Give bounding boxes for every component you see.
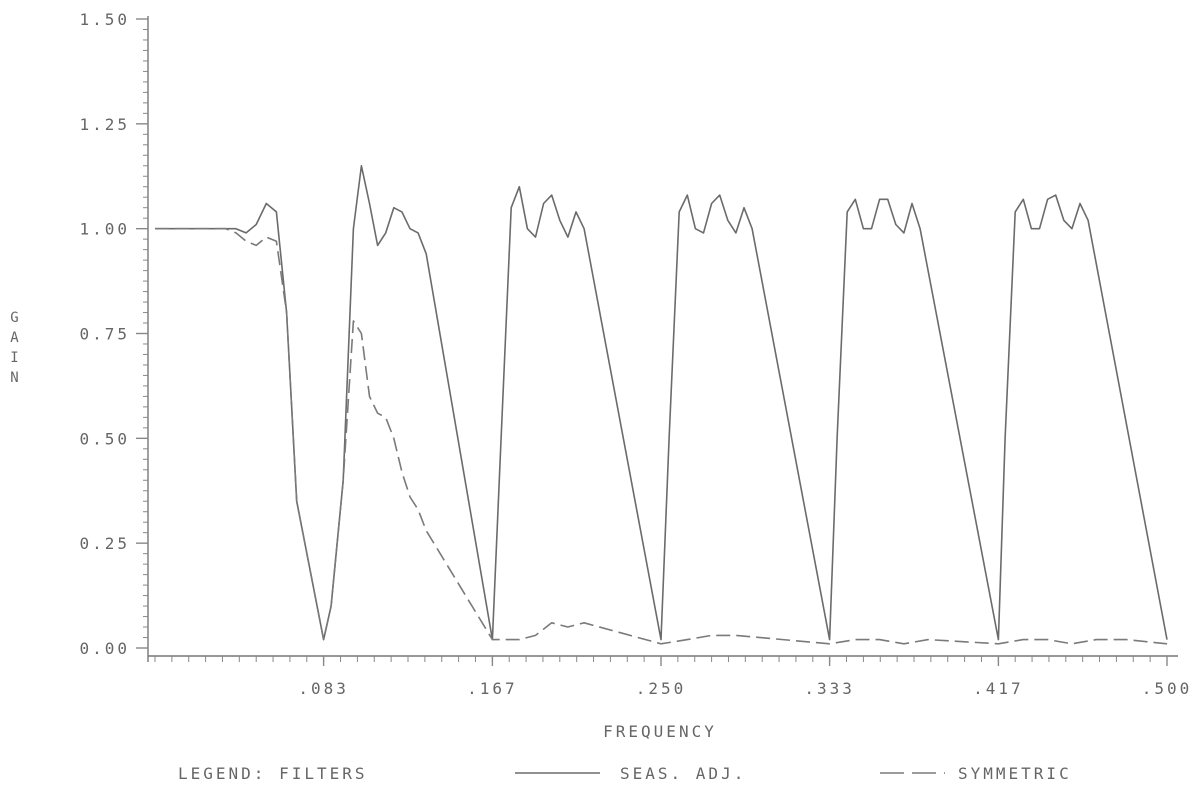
legend-entry: SYMMETRIC [958,764,1072,783]
x-tick-label: .417 [973,679,1024,698]
y-tick-label: 1.00 [79,220,130,239]
legend-title: LEGEND: FILTERS [178,764,368,783]
x-tick-label: .083 [298,679,349,698]
y-tick-label: 1.25 [79,115,130,134]
y-tick-label: 0.75 [79,325,130,344]
y-tick-label: 0.50 [79,429,130,448]
legend: LEGEND: FILTERS SEAS. ADJ. SYMMETRIC [178,764,1072,783]
x-tick-label: .333 [804,679,855,698]
y-tick-label: 0.00 [79,639,130,658]
x-tick-label: .500 [1142,679,1193,698]
x-tick-label: .167 [467,679,518,698]
x-axis-title: FREQUENCY [603,722,717,741]
symmetric-filter-line [155,227,1168,645]
y-tick-label: 1.50 [79,10,130,29]
y-tick-label: 0.25 [79,534,130,553]
x-tick-label: .250 [636,679,687,698]
seas-adj-filter-line [155,165,1168,641]
legend-entry: SEAS. ADJ. [620,764,746,783]
